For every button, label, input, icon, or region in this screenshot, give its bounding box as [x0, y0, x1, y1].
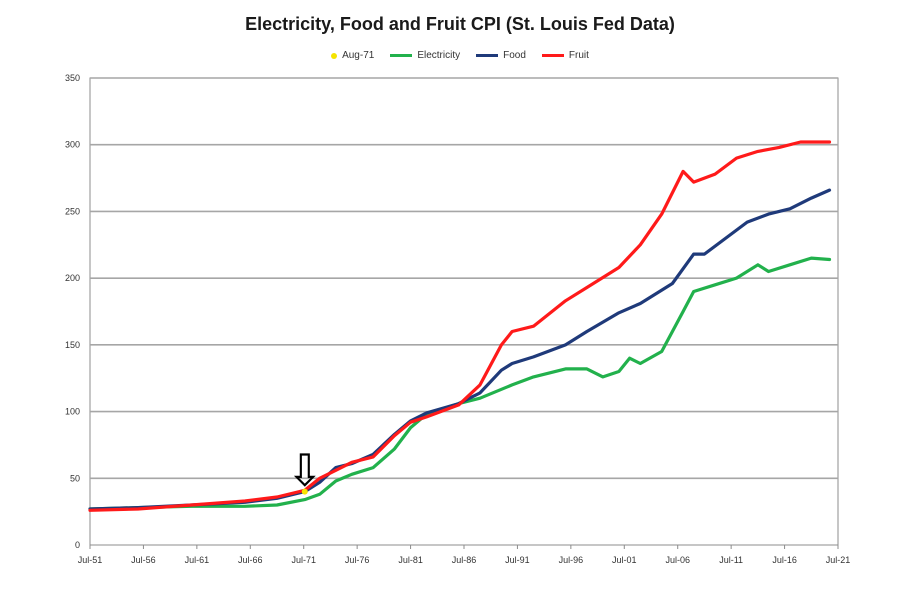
x-tick-label-Jul-01: Jul-01	[612, 555, 637, 565]
x-tick-label-Jul-51: Jul-51	[78, 555, 103, 565]
y-tick-label-0: 0	[75, 540, 80, 550]
x-tick-label-Jul-91: Jul-91	[505, 555, 530, 565]
x-tick-label-Jul-11: Jul-11	[719, 555, 743, 565]
plot-area	[89, 77, 839, 546]
y-tick-label-150: 150	[65, 340, 80, 350]
legend-label-food: Food	[503, 50, 526, 61]
x-tick-label-Jul-61: Jul-61	[185, 555, 210, 565]
x-tick-label-Jul-86: Jul-86	[452, 555, 477, 565]
x-tick-label-Jul-76: Jul-76	[345, 555, 370, 565]
chart-legend: Aug-71 Electricity Food Fruit	[0, 50, 920, 61]
legend-label-electricity: Electricity	[417, 50, 461, 61]
x-tick-label-Jul-66: Jul-66	[238, 555, 263, 565]
legend-swatch-aug71	[331, 52, 338, 59]
y-tick-label-200: 200	[65, 273, 80, 283]
y-tick-label-100: 100	[65, 407, 80, 417]
y-tick-label-300: 300	[65, 140, 80, 150]
marker-point-aug71	[301, 488, 308, 495]
x-tick-label-Jul-81: Jul-81	[398, 555, 423, 565]
x-tick-label-Jul-16: Jul-16	[772, 555, 797, 565]
legend-swatch-electricity	[390, 54, 413, 57]
legend-label-fruit: Fruit	[568, 50, 589, 61]
x-tick-label-Jul-56: Jul-56	[131, 555, 156, 565]
legend-swatch-food	[476, 54, 499, 57]
legend-item-food: Food	[476, 50, 526, 61]
series-line-electricity	[88, 256, 832, 511]
chart-title: Electricity, Food and Fruit CPI (St. Lou…	[245, 14, 675, 34]
x-tick-label-Jul-06: Jul-06	[665, 555, 690, 565]
y-tick-label-350: 350	[65, 73, 80, 83]
legend-item-electricity: Electricity	[390, 50, 460, 61]
legend-swatch-fruit	[541, 54, 564, 57]
legend-item-aug71: Aug-71	[331, 50, 374, 61]
x-tick-label-Jul-71: Jul-71	[291, 555, 316, 565]
legend-label-aug71: Aug-71	[342, 50, 375, 61]
x-tick-label-Jul-96: Jul-96	[559, 555, 584, 565]
annotation-arrow-icon: ⇩	[286, 446, 323, 497]
legend-item-fruit: Fruit	[541, 50, 589, 61]
y-tick-label-250: 250	[65, 206, 80, 216]
x-tick-label-Jul-21: Jul-21	[826, 555, 851, 565]
y-tick-label-50: 50	[70, 473, 80, 483]
